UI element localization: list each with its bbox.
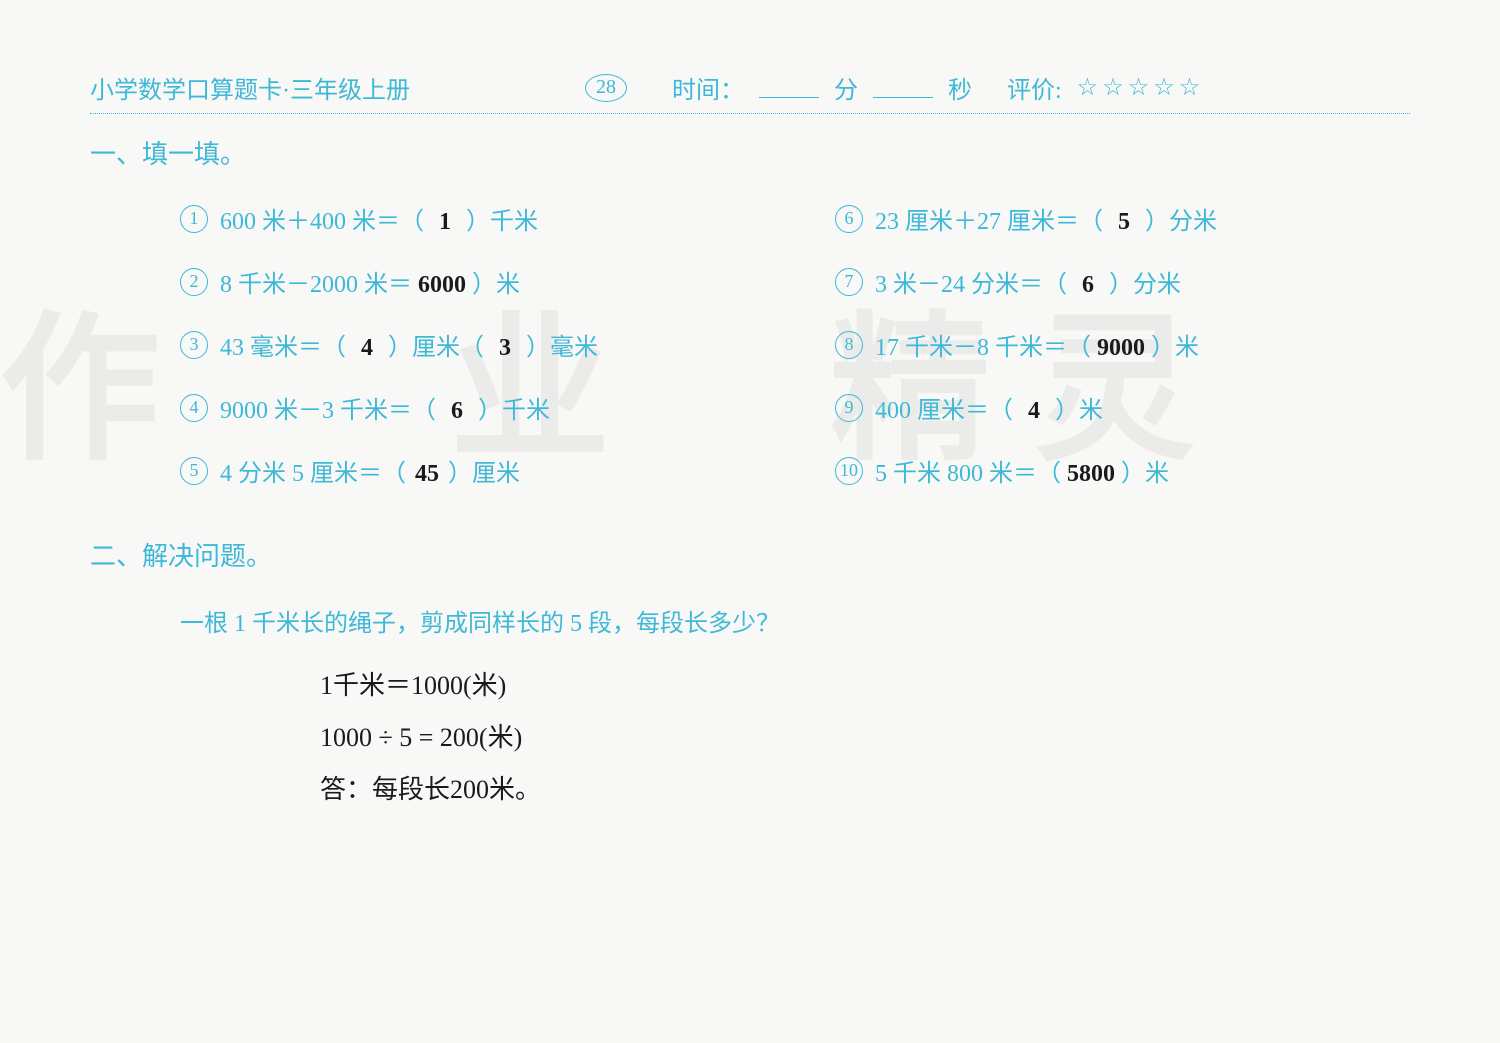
time-min-blank [759,78,819,98]
problem-number: 4 [180,394,208,422]
problem-item: 5 4 分米 5 厘米＝（ 45 ）厘米 [180,453,755,488]
problem-number: 10 [835,457,863,485]
work-line: 1千米＝1000(米) [320,663,1410,710]
answer-value: 6 [442,398,472,425]
problem-number: 2 [180,268,208,296]
work-line: 答：每段长200米。 [320,767,1410,814]
answer-value: 5800 [1067,461,1115,488]
problem-text: 4 分米 5 厘米＝（ 45 ）厘米 [220,453,520,488]
problem-text: 23 厘米＋27 厘米＝（ 5 ）分米 [875,201,1217,236]
rating-stars: ☆☆☆☆☆ [1077,73,1205,102]
problem-text: 600 米＋400 米＝（ 1 ）千米 [220,201,538,236]
answer-value: 6000 [418,272,466,299]
header-divider [90,113,1410,114]
problem-number: 1 [180,205,208,233]
problem-item: 6 23 厘米＋27 厘米＝（ 5 ）分米 [835,201,1410,236]
answer-value: 5 [1109,209,1139,236]
word-problem-section: 二、解决问题。 一根 1 千米长的绳子，剪成同样长的 5 段，每段长多少？ 1千… [90,536,1410,813]
rating-label: 评价: [1007,70,1062,105]
problem-text: 8 千米－2000 米＝ 6000 ）米 [220,264,520,299]
answer-value: 3 [490,335,520,362]
answer-value: 9000 [1097,335,1145,362]
problem-item: 2 8 千米－2000 米＝ 6000 ）米 [180,264,755,299]
problem-text: 43 毫米＝（ 4 ）厘米（ 3 ）毫米 [220,327,598,362]
problem-item: 10 5 千米 800 米＝（ 5800 ）米 [835,453,1410,488]
problem-text: 3 米－24 分米＝（ 6 ）分米 [875,264,1181,299]
work-line: 1000 ÷ 5 = 200(米) [320,715,1410,762]
problem-item: 8 17 千米－8 千米＝（ 9000 ）米 [835,327,1410,362]
problem-number: 6 [835,205,863,233]
problem-number: 9 [835,394,863,422]
problem-item: 9 400 厘米＝（ 4 ）米 [835,390,1410,425]
time-sec-blank [873,78,933,98]
section-1-title: 一、填一填。 [90,134,1410,171]
problems-grid: 1 600 米＋400 米＝（ 1 ）千米 2 8 千米－2000 米＝ 600… [90,201,1410,516]
header-title: 小学数学口算题卡·三年级上册 [90,70,410,105]
problem-item: 3 43 毫米＝（ 4 ）厘米（ 3 ）毫米 [180,327,755,362]
problem-text: 5 千米 800 米＝（ 5800 ）米 [875,453,1169,488]
problem-text: 9000 米－3 千米＝（ 6 ）千米 [220,390,550,425]
time-label: 时间： [672,70,744,105]
problem-item: 1 600 米＋400 米＝（ 1 ）千米 [180,201,755,236]
word-problem-question: 一根 1 千米长的绳子，剪成同样长的 5 段，每段长多少？ [90,603,1410,638]
answer-value: 6 [1073,272,1103,299]
problem-text: 400 厘米＝（ 4 ）米 [875,390,1103,425]
problem-item: 7 3 米－24 分米＝（ 6 ）分米 [835,264,1410,299]
section-2-title: 二、解决问题。 [90,536,1410,573]
answer-value: 1 [430,209,460,236]
page-number: 28 [585,74,627,102]
problems-left-column: 1 600 米＋400 米＝（ 1 ）千米 2 8 千米－2000 米＝ 600… [180,201,755,516]
answer-value: 4 [1019,398,1049,425]
time-sec-label: 秒 [948,70,972,105]
problem-number: 8 [835,331,863,359]
problems-right-column: 6 23 厘米＋27 厘米＝（ 5 ）分米 7 3 米－24 分米＝（ 6 ）分… [835,201,1410,516]
problem-number: 3 [180,331,208,359]
answer-value: 45 [412,461,442,488]
worksheet-header: 小学数学口算题卡·三年级上册 28 时间： 分 秒 评价: ☆☆☆☆☆ [90,70,1410,105]
problem-item: 4 9000 米－3 千米＝（ 6 ）千米 [180,390,755,425]
problem-number: 5 [180,457,208,485]
problem-number: 7 [835,268,863,296]
problem-text: 17 千米－8 千米＝（ 9000 ）米 [875,327,1199,362]
handwritten-solution: 1千米＝1000(米) 1000 ÷ 5 = 200(米) 答：每段长200米。 [90,663,1410,813]
time-min-label: 分 [834,70,858,105]
answer-value: 4 [352,335,382,362]
